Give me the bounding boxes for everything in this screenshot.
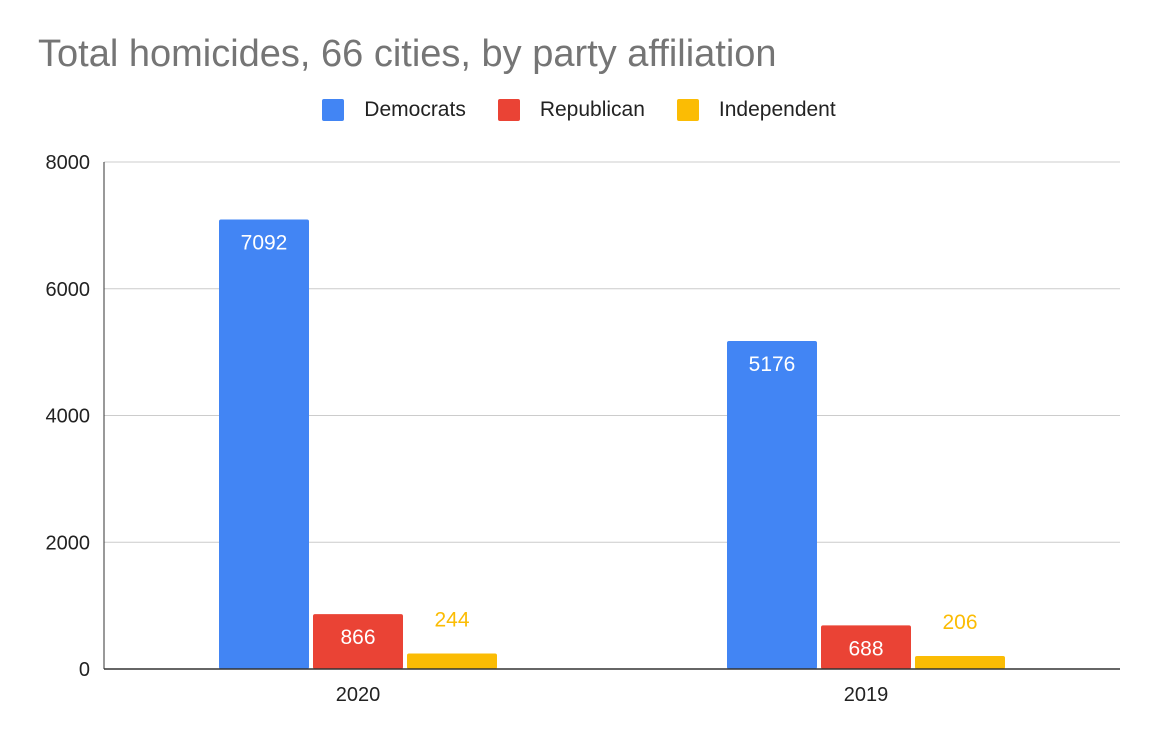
y-tick-label: 8000	[46, 152, 91, 174]
bar-republican-2020	[313, 614, 403, 669]
chart-title: Total homicides, 66 cities, by party aff…	[38, 33, 777, 75]
legend-label: Democrats	[364, 98, 466, 121]
bar-independent-2019	[915, 655, 1005, 669]
legend-swatch-democrats	[322, 99, 345, 121]
y-tick-label: 6000	[46, 279, 91, 301]
x-tick-label: 2019	[844, 684, 889, 706]
y-tick-label: 0	[79, 659, 90, 681]
x-tick-label: 2020	[336, 684, 381, 706]
legend-swatch-republican	[497, 99, 520, 121]
data-label: 688	[848, 637, 883, 660]
bar-democrats-2019	[727, 340, 817, 669]
data-label: 244	[434, 609, 469, 632]
data-label: 206	[942, 611, 977, 634]
data-label: 866	[340, 626, 375, 649]
data-label: 5176	[749, 353, 796, 376]
bar-independent-2020	[407, 653, 497, 669]
legend-label: Independent	[718, 98, 836, 121]
legend-item-independent: Independent	[676, 98, 836, 122]
bar-democrats-2020	[219, 219, 309, 669]
legend-item-democrats: Democrats	[322, 98, 466, 122]
legend-label: Republican	[539, 98, 645, 121]
legend-item-republican: Republican	[497, 98, 645, 122]
legend-swatch-independent	[676, 99, 699, 121]
bar-republican-2019	[821, 625, 911, 669]
y-tick-label: 2000	[46, 532, 91, 554]
data-label: 7092	[241, 232, 288, 255]
y-tick-label: 4000	[46, 406, 91, 428]
legend: Democrats Republican Independent	[0, 98, 1158, 122]
